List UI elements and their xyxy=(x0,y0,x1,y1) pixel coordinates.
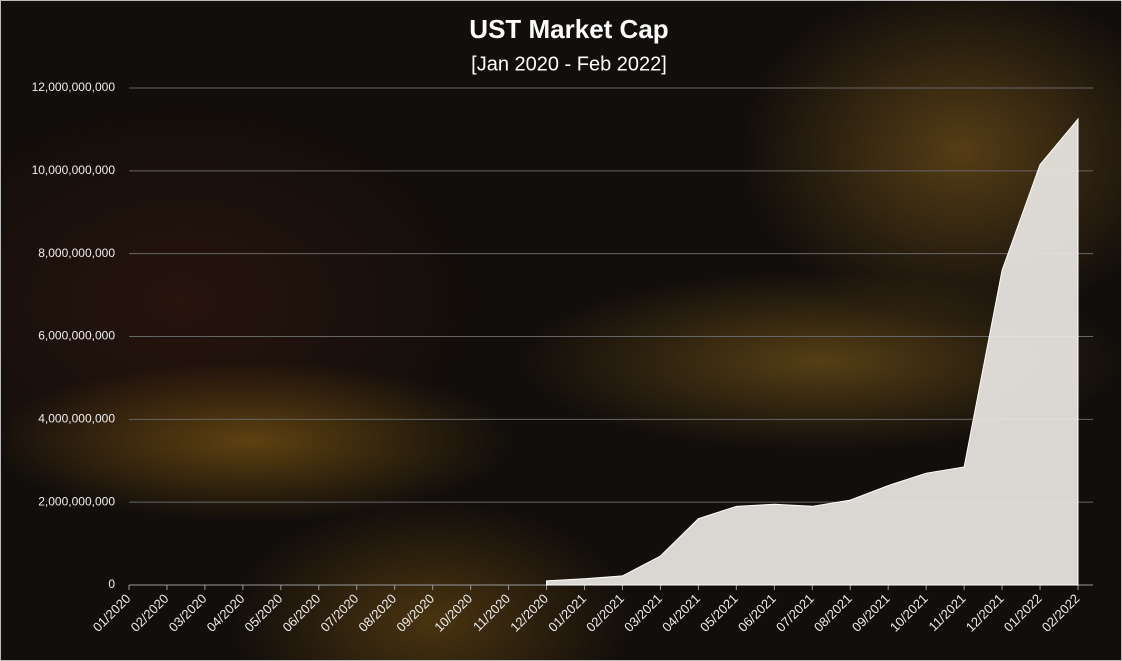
x-tick-label: 08/2020 xyxy=(355,591,399,635)
x-tick-label: 01/2021 xyxy=(545,591,589,635)
x-tick-label: 10/2021 xyxy=(887,591,931,635)
y-tick-label: 8,000,000,000 xyxy=(38,246,115,260)
x-tick-label: 02/2021 xyxy=(583,591,627,635)
x-tick-label: 08/2021 xyxy=(811,591,855,635)
x-tick-label: 02/2022 xyxy=(1039,591,1083,635)
x-tick-label: 03/2020 xyxy=(166,591,210,635)
x-tick-label: 09/2021 xyxy=(849,591,893,635)
y-tick-label: 6,000,000,000 xyxy=(38,329,115,343)
x-tick-label: 04/2021 xyxy=(659,591,703,635)
y-tick-label: 4,000,000,000 xyxy=(38,412,115,426)
x-tick-label: 07/2021 xyxy=(773,591,817,635)
chart-title: UST Market Cap xyxy=(469,14,668,44)
x-tick-label: 05/2021 xyxy=(697,591,741,635)
area xyxy=(546,117,1079,586)
x-tick-label: 11/2020 xyxy=(470,591,513,634)
x-tick-label: 09/2020 xyxy=(393,591,437,635)
x-tick-label: 06/2020 xyxy=(280,591,324,635)
x-tick-label: 12/2020 xyxy=(507,591,551,635)
x-tick-label: 01/2022 xyxy=(1001,591,1045,635)
x-tick-label: 01/2020 xyxy=(90,591,134,635)
y-tick-label: 12,000,000,000 xyxy=(32,80,116,94)
x-tick-label: 04/2020 xyxy=(204,591,248,635)
x-tick-label: 12/2021 xyxy=(963,591,1007,635)
x-tick-label: 10/2020 xyxy=(431,591,475,635)
x-tick-label: 07/2020 xyxy=(317,591,361,635)
x-tick-label: 06/2021 xyxy=(735,591,779,635)
x-tick-label: 05/2020 xyxy=(242,591,286,635)
x-tick-label: 02/2020 xyxy=(128,591,172,635)
y-tick-label: 10,000,000,000 xyxy=(32,163,116,177)
x-tick-label: 03/2021 xyxy=(621,591,665,635)
chart-subtitle: [Jan 2020 - Feb 2022] xyxy=(471,53,667,75)
y-tick-label: 0 xyxy=(108,577,115,591)
x-tick-label: 11/2021 xyxy=(926,591,969,634)
y-tick-label: 2,000,000,000 xyxy=(38,494,115,508)
